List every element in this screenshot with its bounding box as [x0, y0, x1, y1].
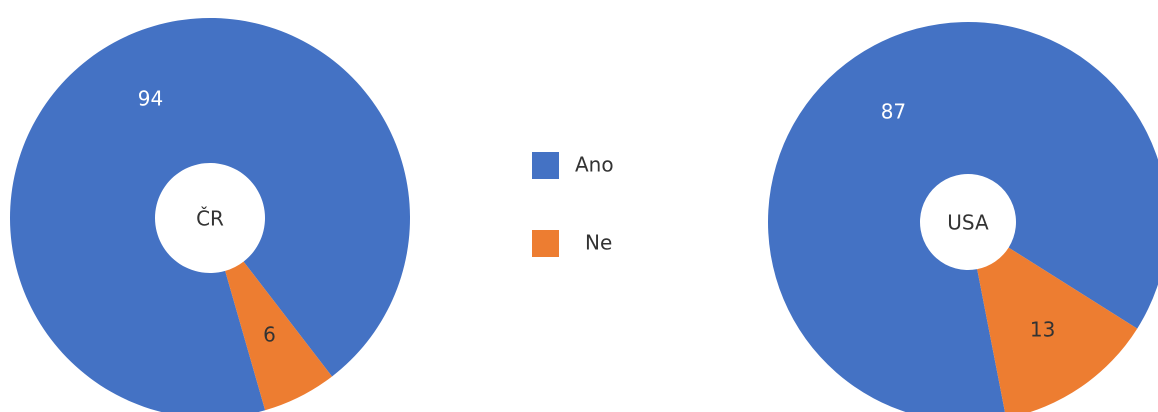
legend-swatch: [532, 230, 559, 257]
legend-swatch: [532, 152, 559, 179]
data-label: 6: [263, 322, 276, 346]
pie-slice: [977, 247, 1138, 412]
data-label: 94: [138, 87, 163, 111]
pie-slice: [10, 18, 410, 412]
legend-label: Ne: [585, 231, 612, 255]
chart-title: USA: [947, 211, 989, 235]
legend-label: Ano: [575, 153, 614, 177]
pie-slice: [768, 22, 1158, 412]
data-label: 13: [1030, 317, 1055, 341]
chart-title: ČR: [196, 207, 224, 231]
pie-slice: [225, 261, 333, 411]
data-label: 87: [881, 100, 906, 124]
